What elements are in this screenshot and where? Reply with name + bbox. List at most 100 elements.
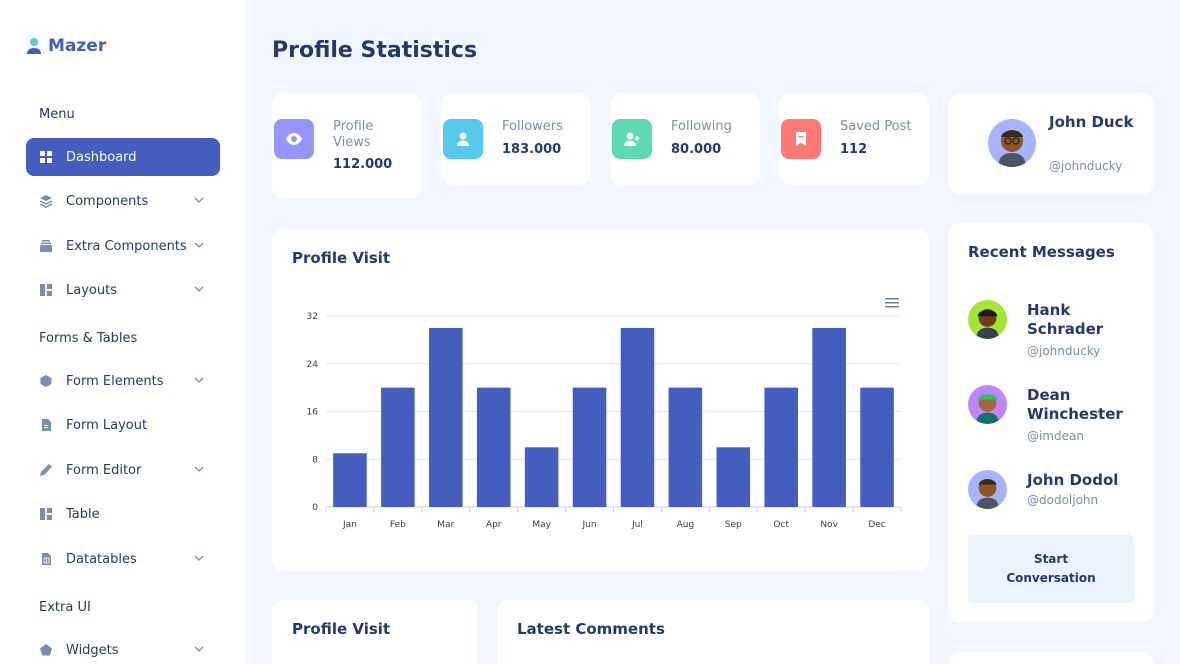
avatar[interactable] (968, 385, 1007, 424)
chevron-down-icon (194, 242, 204, 248)
bar (572, 387, 607, 507)
stat-card-profile-views: Profile Views 112.000 (272, 93, 422, 199)
profile-card: John Duck @johnducky (948, 93, 1154, 194)
x-tick-label: Feb (390, 520, 406, 530)
sidebar-item-form-elements[interactable]: Form Elements (26, 362, 220, 400)
eye-icon (274, 119, 314, 159)
x-tick-label: Jan (342, 520, 357, 530)
card-title: Profile Visit (292, 249, 391, 267)
sidebar-item-label: Table (66, 506, 100, 522)
sidebar: Mazer Menu Dashboard Components Extra Co… (0, 0, 246, 664)
bar (668, 387, 703, 507)
x-tick-label: Apr (486, 520, 502, 530)
sidebar-item-widgets[interactable]: Widgets (26, 631, 220, 664)
x-tick-label: Jul (631, 520, 643, 530)
bar (764, 387, 798, 507)
sidebar-item-label: Components (66, 193, 149, 209)
extra-ui-section-title: Extra UI (39, 600, 91, 615)
menu-section-title: Menu (39, 107, 75, 122)
recent-messages-card: Recent Messages Hank Schrader @johnducky… (948, 223, 1154, 622)
brand-name: Mazer (48, 36, 107, 56)
chevron-down-icon (194, 377, 204, 383)
y-tick-label: 16 (307, 408, 319, 418)
latest-comments-card: Latest Comments (497, 600, 929, 664)
grid-icon (39, 150, 53, 164)
stat-value: 183.000 (502, 142, 562, 157)
bar (333, 453, 367, 507)
menu-icon[interactable] (885, 297, 899, 309)
bar-chart: 0 8 16 24 32 Jan Feb Mar Apr May Jun Jul Aug Sep Oct No… (307, 312, 902, 530)
sidebar-item-label: Dashboard (66, 149, 137, 165)
sidebar-item-extra-components[interactable]: Extra Components (26, 227, 220, 265)
stat-card-followers: Followers 183.000 (441, 93, 591, 185)
bar (476, 387, 511, 507)
bar (860, 387, 894, 507)
x-tick-label: Dec (868, 520, 885, 530)
bar (812, 327, 846, 507)
x-tick-label: Oct (773, 520, 789, 530)
sidebar-item-label: Layouts (66, 282, 117, 298)
sidebar-item-label: Extra Components (66, 238, 187, 254)
avatar[interactable] (988, 119, 1036, 167)
sidebar-item-layouts[interactable]: Layouts (26, 271, 220, 309)
sidebar-item-table[interactable]: Table (26, 495, 220, 533)
user-icon (443, 119, 483, 159)
pen-icon (39, 463, 53, 477)
sidebar-item-datatables[interactable]: Datatables (26, 540, 220, 578)
stat-card-following: Following 80.000 (610, 93, 760, 185)
message-sender-name: Hank Schrader (1027, 301, 1104, 338)
message-sender-handle: @johnducky (1027, 344, 1101, 358)
card-title: Latest Comments (517, 620, 665, 638)
stat-value: 80.000 (671, 142, 722, 157)
collection-icon (39, 239, 53, 253)
chevron-down-icon (194, 197, 204, 203)
user-plus-icon (612, 119, 652, 159)
x-tick-label: Jun (582, 520, 597, 530)
layout-icon (39, 507, 53, 521)
sidebar-item-label: Form Layout (66, 417, 148, 433)
message-sender-name: Dean Winchester (1027, 386, 1123, 423)
stat-label: Followers (502, 119, 563, 134)
bar (524, 447, 559, 507)
profile-name: John Duck (1049, 113, 1134, 131)
y-tick-label: 24 (307, 360, 319, 370)
x-tick-label: Mar (437, 520, 454, 530)
sidebar-item-label: Datatables (66, 551, 137, 567)
profile-visit-bottom-card: Profile Visit (272, 600, 478, 664)
file-text-icon (39, 418, 53, 432)
chevron-down-icon (194, 466, 204, 472)
stack-icon (39, 194, 53, 208)
stat-label: Profile Views (333, 119, 374, 150)
sidebar-item-components[interactable]: Components (26, 182, 220, 220)
pentagon-icon (39, 643, 53, 657)
sidebar-item-form-editor[interactable]: Form Editor (26, 451, 220, 489)
sidebar-item-form-layout[interactable]: Form Layout (26, 406, 220, 444)
x-tick-label: Nov (820, 520, 838, 530)
spreadsheet-icon (39, 552, 53, 566)
person-icon (27, 38, 41, 54)
brand-logo[interactable]: Mazer (26, 36, 106, 56)
start-conversation-button[interactable]: Start Conversation (968, 535, 1134, 603)
bar (381, 387, 415, 507)
message-sender-name: John Dodol (1027, 471, 1119, 489)
forms-tables-section-title: Forms & Tables (39, 331, 138, 346)
message-sender-handle: @imdean (1027, 429, 1084, 443)
stat-value: 112 (840, 142, 868, 157)
bar (716, 447, 751, 507)
sidebar-item-label: Form Elements (66, 373, 164, 389)
bottom-right-card (948, 652, 1154, 664)
chevron-down-icon (194, 555, 204, 561)
x-tick-label: May (532, 520, 551, 530)
y-tick-label: 32 (307, 312, 318, 322)
sidebar-item-label: Form Editor (66, 462, 142, 478)
avatar[interactable] (968, 470, 1007, 509)
avatar[interactable] (968, 300, 1007, 339)
sidebar-item-dashboard[interactable]: Dashboard (26, 138, 220, 176)
stat-card-saved-post: Saved Post 112 (779, 93, 929, 185)
chevron-down-icon (194, 286, 204, 292)
y-tick-label: 0 (312, 503, 318, 513)
stat-label: Following (671, 119, 732, 134)
card-title: Recent Messages (968, 243, 1115, 261)
bar (620, 327, 655, 507)
stat-label: Saved Post (840, 119, 912, 134)
